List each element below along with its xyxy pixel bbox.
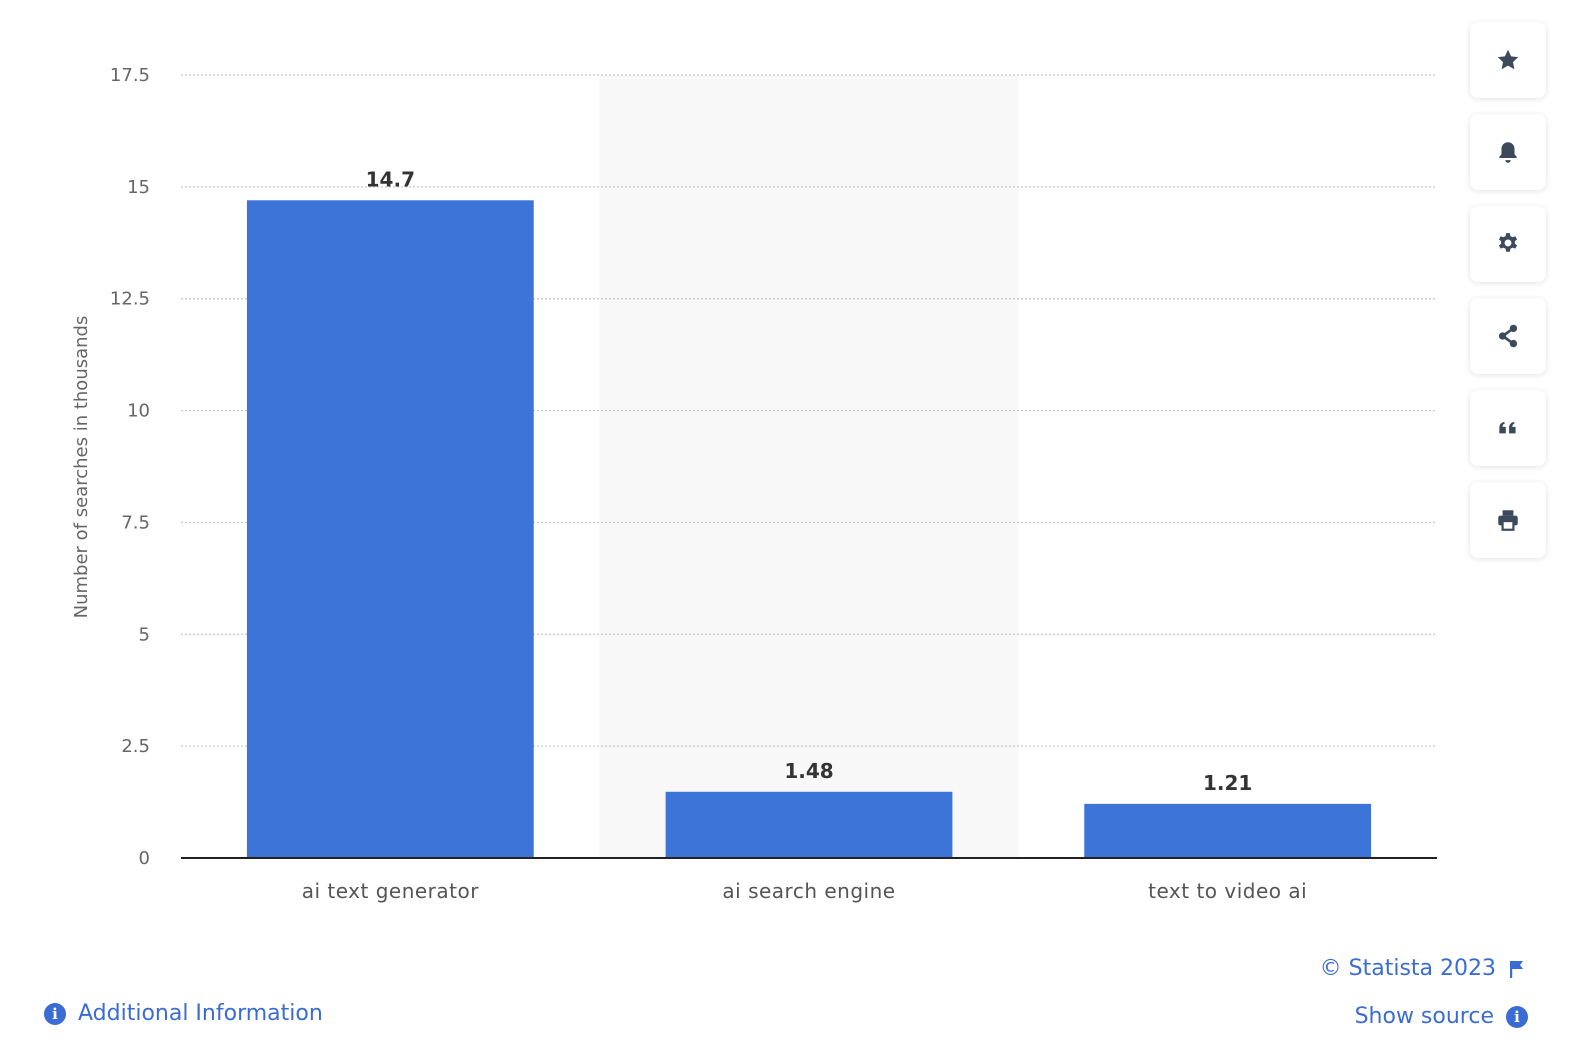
data-label: 1.48 [784,759,833,783]
flag-icon[interactable] [1508,959,1526,979]
show-source-link[interactable]: Show source i [1355,1004,1528,1029]
chart-toolbar [1470,22,1546,574]
cite-button[interactable] [1470,390,1546,466]
additional-information-link[interactable]: i Additional Information [44,1001,323,1026]
quote-icon [1499,421,1516,434]
y-tick-label: 17.5 [110,65,150,86]
additional-information-text[interactable]: Additional Information [78,1001,323,1026]
share-button[interactable] [1470,298,1546,374]
data-label: 14.7 [366,167,415,191]
y-axis-title: Number of searches in thousands [71,316,92,619]
x-tick-label: text to video ai [1148,879,1307,903]
favorite-button[interactable] [1470,22,1546,98]
x-tick-label: ai text generator [302,879,480,903]
gear-icon [1498,233,1518,252]
bar-chart: 14.7 1.48 1.21 0 2.5 5 7.5 10 12.5 15 17.5 ai text… [71,65,1437,903]
chart-area: 14.7 1.48 1.21 0 2.5 5 7.5 10 12.5 15 17.5 ai text… [71,65,1437,903]
printer-icon [1498,510,1518,531]
y-tick-label: 10 [127,401,150,422]
notification-button[interactable] [1470,114,1546,190]
y-tick-label: 5 [139,624,150,645]
data-label: 1.21 [1203,771,1252,795]
bar[interactable] [665,791,953,858]
info-icon[interactable]: i [1506,1005,1528,1028]
y-tick-label: 12.5 [110,289,150,310]
info-icon[interactable]: i [44,1002,66,1025]
x-tick-label: ai search engine [722,879,895,903]
y-tick-label: 15 [127,177,150,198]
share-icon [1498,324,1518,348]
print-button[interactable] [1470,482,1546,558]
bar[interactable] [1084,803,1372,858]
settings-button[interactable] [1470,206,1546,282]
category-highlight-band [599,75,1019,858]
y-tick-label: 2.5 [121,736,150,757]
show-source-text[interactable]: Show source [1354,1004,1494,1029]
bell-icon [1499,142,1517,163]
star-icon [1497,49,1519,70]
y-tick-label: 7.5 [121,512,150,533]
statista-credit[interactable]: © Statista 2023 [1320,956,1526,981]
credit-text[interactable]: © Statista 2023 [1319,956,1496,981]
bar[interactable] [246,200,534,858]
y-tick-label: 0 [139,848,150,869]
